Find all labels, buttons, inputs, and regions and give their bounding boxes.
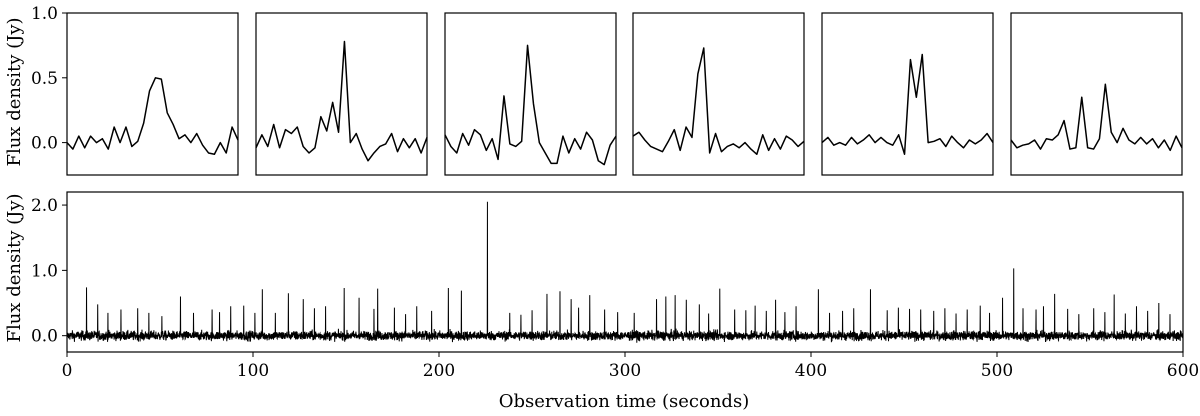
panel-frame [1010, 12, 1183, 176]
zoom-panel [444, 12, 617, 176]
y-tick-label: 0.0 [31, 327, 58, 347]
top-panels: 0.0 0.5 1.0 [31, 4, 1183, 176]
bottom-panel: 0.0 1.0 2.0 0 100 200 300 400 500 600 [31, 191, 1199, 381]
x-tick-label: 300 [609, 361, 641, 381]
bottom-panel-frame [66, 191, 1184, 353]
flux-series-line [821, 53, 994, 156]
flux-time-series-line [66, 201, 1184, 343]
zoom-panel [255, 12, 428, 176]
panel-frame [66, 12, 239, 176]
x-tick-label: 200 [423, 361, 455, 381]
panel-frame [821, 12, 994, 176]
flux-series-line [66, 77, 239, 156]
bottom-x-axis-label: Observation time (seconds) [499, 391, 749, 412]
flux-series-line [632, 47, 805, 156]
zoom-panel: 0.0 0.5 1.0 [31, 4, 239, 176]
x-tick-label: 0 [62, 361, 73, 381]
y-tick-label: 0.5 [31, 69, 58, 89]
x-tick-label: 100 [237, 361, 269, 381]
zoom-panel [821, 12, 994, 176]
x-tick-label: 600 [1167, 361, 1199, 381]
panel-frame [255, 12, 428, 176]
y-tick-label: 2.0 [31, 196, 58, 216]
zoom-panel [1010, 12, 1183, 176]
panel-frame [444, 12, 617, 176]
x-tick-label: 400 [795, 361, 827, 381]
flux-series-line [255, 40, 428, 162]
flux-series-line [444, 44, 617, 166]
y-tick-label: 0.0 [31, 134, 58, 154]
y-tick-label: 1.0 [31, 4, 58, 24]
panel-frame [632, 12, 805, 176]
top-y-axis-label: Flux density (Jy) [4, 17, 25, 166]
zoom-panel [632, 12, 805, 176]
x-tick-label: 500 [981, 361, 1013, 381]
bottom-y-axis-label: Flux density (Jy) [4, 193, 25, 342]
flux-series-line [1010, 83, 1183, 152]
y-tick-label: 1.0 [31, 261, 58, 281]
